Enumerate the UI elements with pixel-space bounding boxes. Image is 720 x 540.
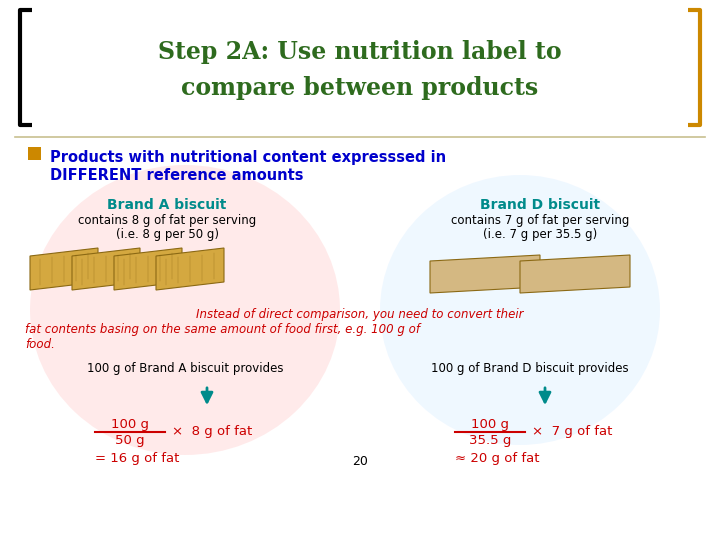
Text: 100 g of Brand D biscuit provides: 100 g of Brand D biscuit provides — [431, 362, 629, 375]
Polygon shape — [30, 248, 98, 290]
Text: DIFFERENT reference amounts: DIFFERENT reference amounts — [50, 168, 304, 183]
Text: contains 8 g of fat per serving: contains 8 g of fat per serving — [78, 214, 256, 227]
Text: Step 2A: Use nutrition label to: Step 2A: Use nutrition label to — [158, 40, 562, 64]
Polygon shape — [114, 248, 182, 290]
Text: 50 g: 50 g — [115, 434, 145, 447]
Text: (i.e. 7 g per 35.5 g): (i.e. 7 g per 35.5 g) — [483, 228, 597, 241]
Ellipse shape — [30, 165, 340, 455]
Text: Brand A biscuit: Brand A biscuit — [107, 198, 227, 212]
Polygon shape — [520, 255, 630, 293]
Text: ×  7 g of fat: × 7 g of fat — [532, 425, 613, 438]
Text: 100 g of Brand A biscuit provides: 100 g of Brand A biscuit provides — [86, 362, 283, 375]
Text: contains 7 g of fat per serving: contains 7 g of fat per serving — [451, 214, 629, 227]
Text: ×  8 g of fat: × 8 g of fat — [172, 425, 252, 438]
Text: Instead of direct comparison, you need to convert their: Instead of direct comparison, you need t… — [197, 308, 523, 321]
Text: fat contents basing on the same amount of food first, e.g. 100 g of: fat contents basing on the same amount o… — [25, 323, 420, 336]
Text: = 16 g of fat: = 16 g of fat — [95, 452, 179, 465]
Ellipse shape — [380, 175, 660, 445]
Text: compare between products: compare between products — [181, 76, 539, 100]
Text: 35.5 g: 35.5 g — [469, 434, 511, 447]
Polygon shape — [156, 248, 224, 290]
FancyBboxPatch shape — [28, 147, 41, 160]
Polygon shape — [430, 255, 540, 293]
Text: Products with nutritional content expresssed in: Products with nutritional content expres… — [50, 150, 446, 165]
Text: 20: 20 — [352, 455, 368, 468]
Text: food.: food. — [25, 338, 55, 351]
Text: 100 g: 100 g — [471, 418, 509, 431]
Text: (i.e. 8 g per 50 g): (i.e. 8 g per 50 g) — [115, 228, 218, 241]
Text: ≈ 20 g of fat: ≈ 20 g of fat — [455, 452, 539, 465]
Text: 100 g: 100 g — [111, 418, 149, 431]
Polygon shape — [72, 248, 140, 290]
Text: Brand D biscuit: Brand D biscuit — [480, 198, 600, 212]
